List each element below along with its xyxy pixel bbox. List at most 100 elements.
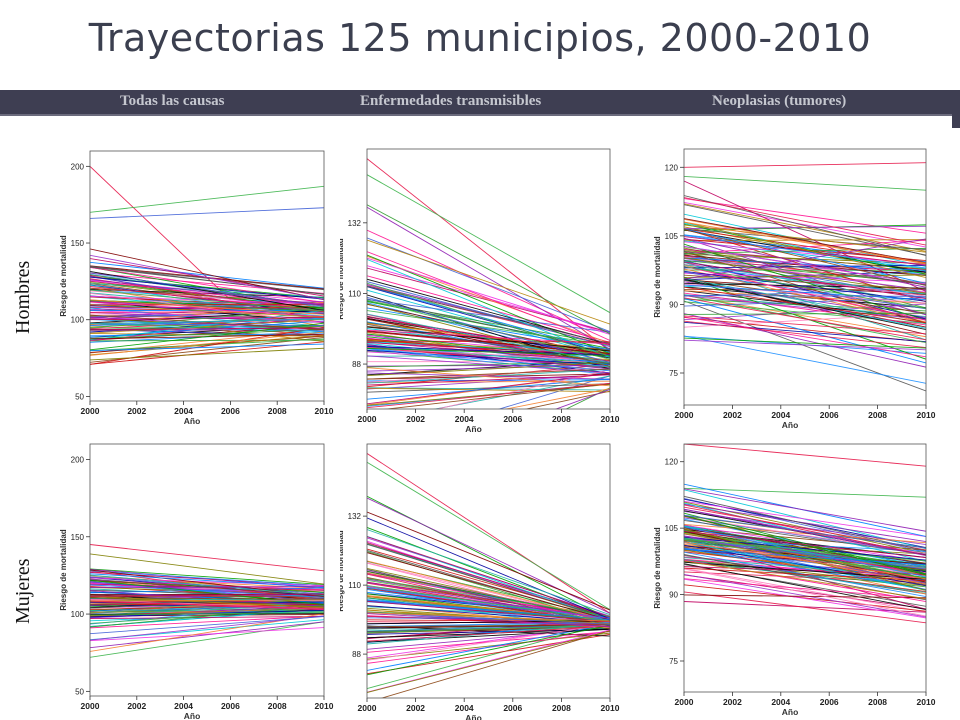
trajectory-line xyxy=(90,279,324,306)
x-axis-label: Año xyxy=(465,713,482,720)
trajectory-line xyxy=(90,311,324,324)
trajectory-line xyxy=(684,594,926,599)
trajectory-line xyxy=(504,388,610,409)
trajectory-line xyxy=(367,282,610,357)
trajectory-line xyxy=(90,568,324,586)
x-tick-label: 2004 xyxy=(174,701,193,711)
trajectory-line xyxy=(367,303,610,368)
x-tick-label: 2000 xyxy=(675,410,694,420)
trajectory-line xyxy=(367,623,610,661)
trajectory-line xyxy=(90,266,324,304)
trajectory-line xyxy=(90,615,324,620)
trajectory-line xyxy=(684,335,926,384)
trajectory-line xyxy=(90,338,324,351)
column-header-neoplasms: Neoplasias (tumores) xyxy=(712,93,847,109)
trajectory-line xyxy=(684,197,926,246)
plot-frame xyxy=(89,443,325,697)
trajectory-line xyxy=(90,598,324,605)
x-tick-label: 2006 xyxy=(503,703,522,713)
trajectory-line xyxy=(367,461,610,610)
x-tick-label: 2010 xyxy=(315,406,334,416)
x-tick-label: 2000 xyxy=(81,701,100,711)
trajectory-line xyxy=(367,378,610,400)
trajectory-line xyxy=(684,316,926,358)
trajectory-line xyxy=(90,574,324,597)
trajectory-line xyxy=(367,624,610,628)
trajectory-line xyxy=(684,541,926,591)
x-tick-label: 2008 xyxy=(552,703,571,713)
trajectory-line xyxy=(433,375,610,409)
trajectory-line xyxy=(684,218,926,264)
plot-frame xyxy=(683,443,927,693)
trajectory-line xyxy=(367,623,610,659)
x-tick-label: 2008 xyxy=(268,701,287,711)
trajectory-line xyxy=(367,542,610,618)
trajectory-line xyxy=(367,383,610,406)
trajectory-line xyxy=(684,530,926,559)
y-tick-label: 88 xyxy=(352,650,361,659)
trajectory-line xyxy=(684,574,926,618)
trajectory-line xyxy=(367,286,610,355)
trajectory-line xyxy=(90,573,324,588)
trajectory-line xyxy=(90,289,324,312)
x-tick-label: 2010 xyxy=(315,701,334,711)
trajectory-line xyxy=(684,526,926,578)
trajectory-line xyxy=(90,280,324,307)
trajectory-line xyxy=(90,621,324,658)
x-tick-label: 2010 xyxy=(601,703,620,713)
y-axis-label: Riesgo de mortalidad xyxy=(59,529,68,610)
trajectory-line xyxy=(684,257,926,294)
trajectory-line xyxy=(684,221,926,279)
trajectory-line xyxy=(684,567,926,613)
trajectory-line xyxy=(90,254,324,300)
trajectory-line xyxy=(90,605,324,628)
trajectory-line xyxy=(684,277,926,360)
trajectory-line xyxy=(90,185,324,213)
y-tick-label: 88 xyxy=(352,360,361,369)
trajectory-line xyxy=(367,310,610,346)
y-tick-label: 200 xyxy=(71,162,85,171)
x-tick-label: 2006 xyxy=(221,406,240,416)
trajectory-line xyxy=(684,503,926,542)
trajectory-line xyxy=(684,339,926,351)
y-tick-label: 132 xyxy=(348,219,362,228)
trajectory-line xyxy=(367,330,610,354)
x-tick-label: 2000 xyxy=(358,414,377,424)
x-tick-label: 2010 xyxy=(917,697,936,707)
trajectory-line xyxy=(90,301,324,318)
trajectories xyxy=(684,444,926,624)
trajectory-line xyxy=(684,537,926,579)
trajectory-line xyxy=(90,584,324,598)
trajectory-line xyxy=(684,238,926,280)
y-tick-label: 90 xyxy=(669,300,678,309)
trajectory-line xyxy=(90,593,324,597)
trajectory-line xyxy=(90,299,324,315)
trajectory-line xyxy=(90,570,324,587)
trajectory-line xyxy=(367,299,610,333)
x-tick-label: 2006 xyxy=(820,410,839,420)
column-header-communicable: Enfermedades transmisibles xyxy=(360,93,542,109)
y-tick-label: 132 xyxy=(348,512,362,521)
y-tick-label: 90 xyxy=(669,591,678,600)
trajectory-line xyxy=(684,487,926,498)
trajectory-line xyxy=(684,245,926,285)
trajectory-line xyxy=(684,313,926,368)
trajectory-line xyxy=(684,239,926,254)
trajectory-line xyxy=(684,515,926,576)
plot-frame xyxy=(683,148,927,406)
trajectory-line xyxy=(684,541,926,580)
trajectory-line xyxy=(367,552,610,621)
x-axis-label: Año xyxy=(782,420,799,430)
trajectory-line xyxy=(565,387,610,409)
y-tick-label: 75 xyxy=(669,657,678,666)
trajectory-line xyxy=(90,553,324,585)
column-header-band xyxy=(0,90,960,114)
trajectory-line xyxy=(684,236,926,266)
trajectory-line xyxy=(684,277,926,325)
trajectory-line xyxy=(684,488,926,532)
trajectory-line xyxy=(367,613,610,627)
column-header-all-causes: Todas las causas xyxy=(120,93,225,109)
trajectory-line xyxy=(367,543,610,620)
x-tick-label: 2004 xyxy=(455,703,474,713)
trajectory-line xyxy=(367,600,610,623)
